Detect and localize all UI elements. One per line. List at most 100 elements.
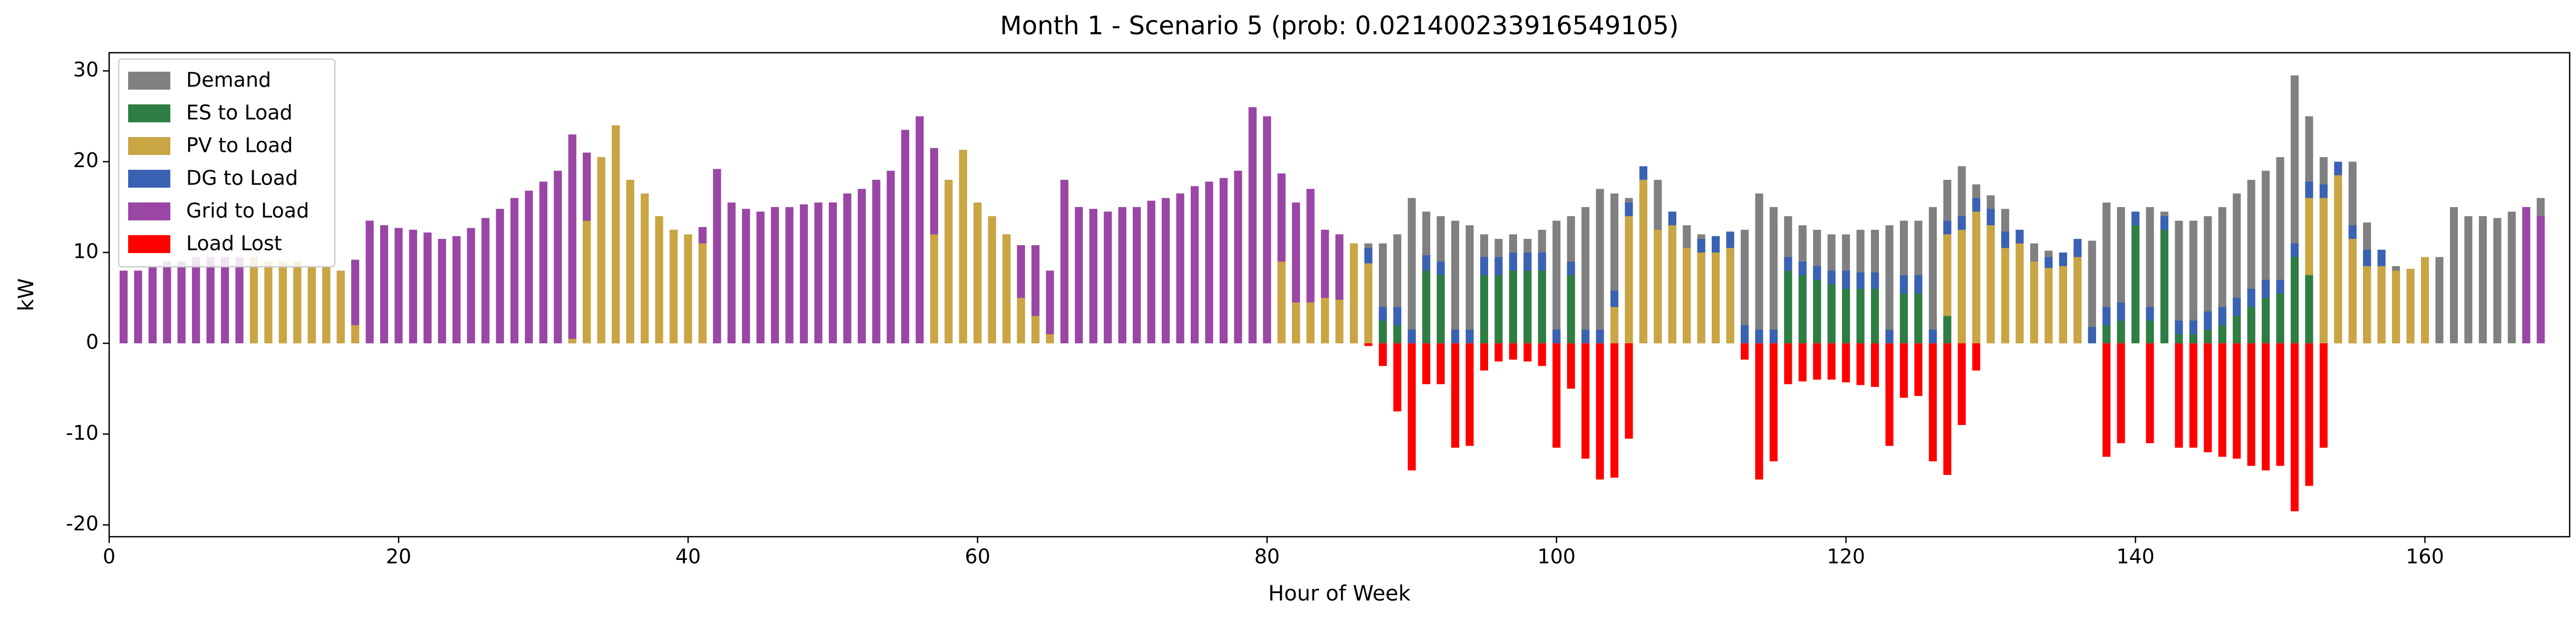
bar: [1856, 343, 1865, 385]
bar: [2319, 343, 2328, 448]
bar: [1842, 270, 1850, 289]
bar: [2435, 257, 2444, 344]
bar: [1697, 252, 1705, 344]
bar: [1914, 343, 1923, 396]
bar: [1784, 257, 1792, 271]
bar: [249, 257, 258, 344]
bar: [1306, 302, 1315, 344]
x-tick-label: 60: [965, 545, 990, 568]
bar: [2305, 181, 2313, 198]
bar: [1494, 275, 1503, 344]
bar: [2175, 343, 2183, 448]
bar: [351, 325, 360, 344]
bar: [1436, 275, 1445, 344]
bar: [2044, 257, 2053, 268]
bar: [1755, 330, 1763, 344]
bar: [1523, 252, 1532, 271]
bar: [1248, 107, 1257, 344]
bar: [525, 190, 533, 344]
bar: [496, 209, 504, 344]
bar: [959, 150, 967, 344]
bar: [1972, 343, 1981, 371]
bar: [2218, 325, 2226, 344]
bar: [1480, 257, 1489, 275]
bar: [1813, 266, 1821, 280]
bar: [2262, 279, 2270, 298]
bar: [2146, 321, 2154, 344]
x-tick-label: 20: [386, 545, 411, 568]
bar: [684, 234, 692, 344]
bar: [539, 181, 547, 344]
bar: [1856, 288, 1865, 344]
bar: [1031, 245, 1040, 316]
bar: [163, 261, 171, 344]
bar: [1480, 343, 1489, 371]
bar: [2059, 266, 2067, 344]
bar: [1610, 307, 1619, 344]
bar: [2377, 266, 2386, 344]
bar: [2392, 270, 2400, 344]
bar: [1639, 180, 1647, 344]
bar: [828, 202, 837, 344]
bar: [1827, 343, 1836, 380]
bar: [1798, 343, 1807, 382]
bar: [1567, 343, 1575, 389]
bar: [1509, 252, 1517, 271]
bar: [1046, 270, 1054, 334]
bar: [1957, 216, 1966, 230]
bar: [1292, 302, 1300, 344]
y-tick-label: -20: [66, 512, 99, 535]
bar: [1769, 343, 1778, 462]
bar: [1842, 288, 1850, 344]
bar: [1986, 225, 1995, 344]
bar: [1712, 252, 1720, 344]
bar: [2536, 216, 2545, 344]
bar: [2464, 216, 2473, 344]
y-axis-label: kW: [14, 278, 38, 312]
bar: [1538, 270, 1546, 344]
bar: [1393, 343, 1402, 412]
bar: [1928, 330, 1937, 344]
bar: [2348, 225, 2357, 239]
bar: [2030, 261, 2039, 344]
bar: [1683, 248, 1691, 344]
bar: [1436, 343, 1445, 384]
bar: [1190, 186, 1199, 344]
bar: [2348, 239, 2357, 344]
bar: [2493, 218, 2502, 344]
bar: [2044, 268, 2053, 344]
bar: [1234, 170, 1242, 344]
bar: [1928, 207, 1937, 344]
bar: [380, 225, 389, 344]
bar: [698, 243, 707, 344]
bar: [2218, 307, 2226, 325]
bar: [1378, 321, 1387, 344]
bar: [2319, 198, 2328, 344]
bar: [2247, 288, 2255, 307]
bar: [1625, 202, 1633, 217]
bar: [568, 338, 576, 344]
bar: [2507, 211, 2516, 344]
bar: [1205, 181, 1213, 344]
bar: [438, 239, 446, 344]
bar: [1712, 236, 1720, 253]
y-tick-label: 20: [73, 149, 99, 172]
legend-swatch: [128, 137, 170, 155]
bar: [814, 202, 823, 344]
bar: [467, 228, 475, 344]
bar: [1451, 343, 1460, 448]
bar: [669, 229, 678, 344]
x-tick-label: 120: [1827, 545, 1865, 568]
bar: [1567, 261, 1575, 275]
bar: [2334, 161, 2342, 176]
bar: [2449, 207, 2458, 344]
bar: [1726, 231, 1734, 248]
bar: [901, 130, 910, 344]
bar: [872, 180, 881, 344]
bar: [2262, 298, 2270, 344]
bar: [1798, 275, 1807, 344]
bar: [1321, 229, 1329, 298]
bar: [973, 202, 982, 344]
bar: [1089, 209, 1097, 344]
bar: [2363, 266, 2371, 344]
